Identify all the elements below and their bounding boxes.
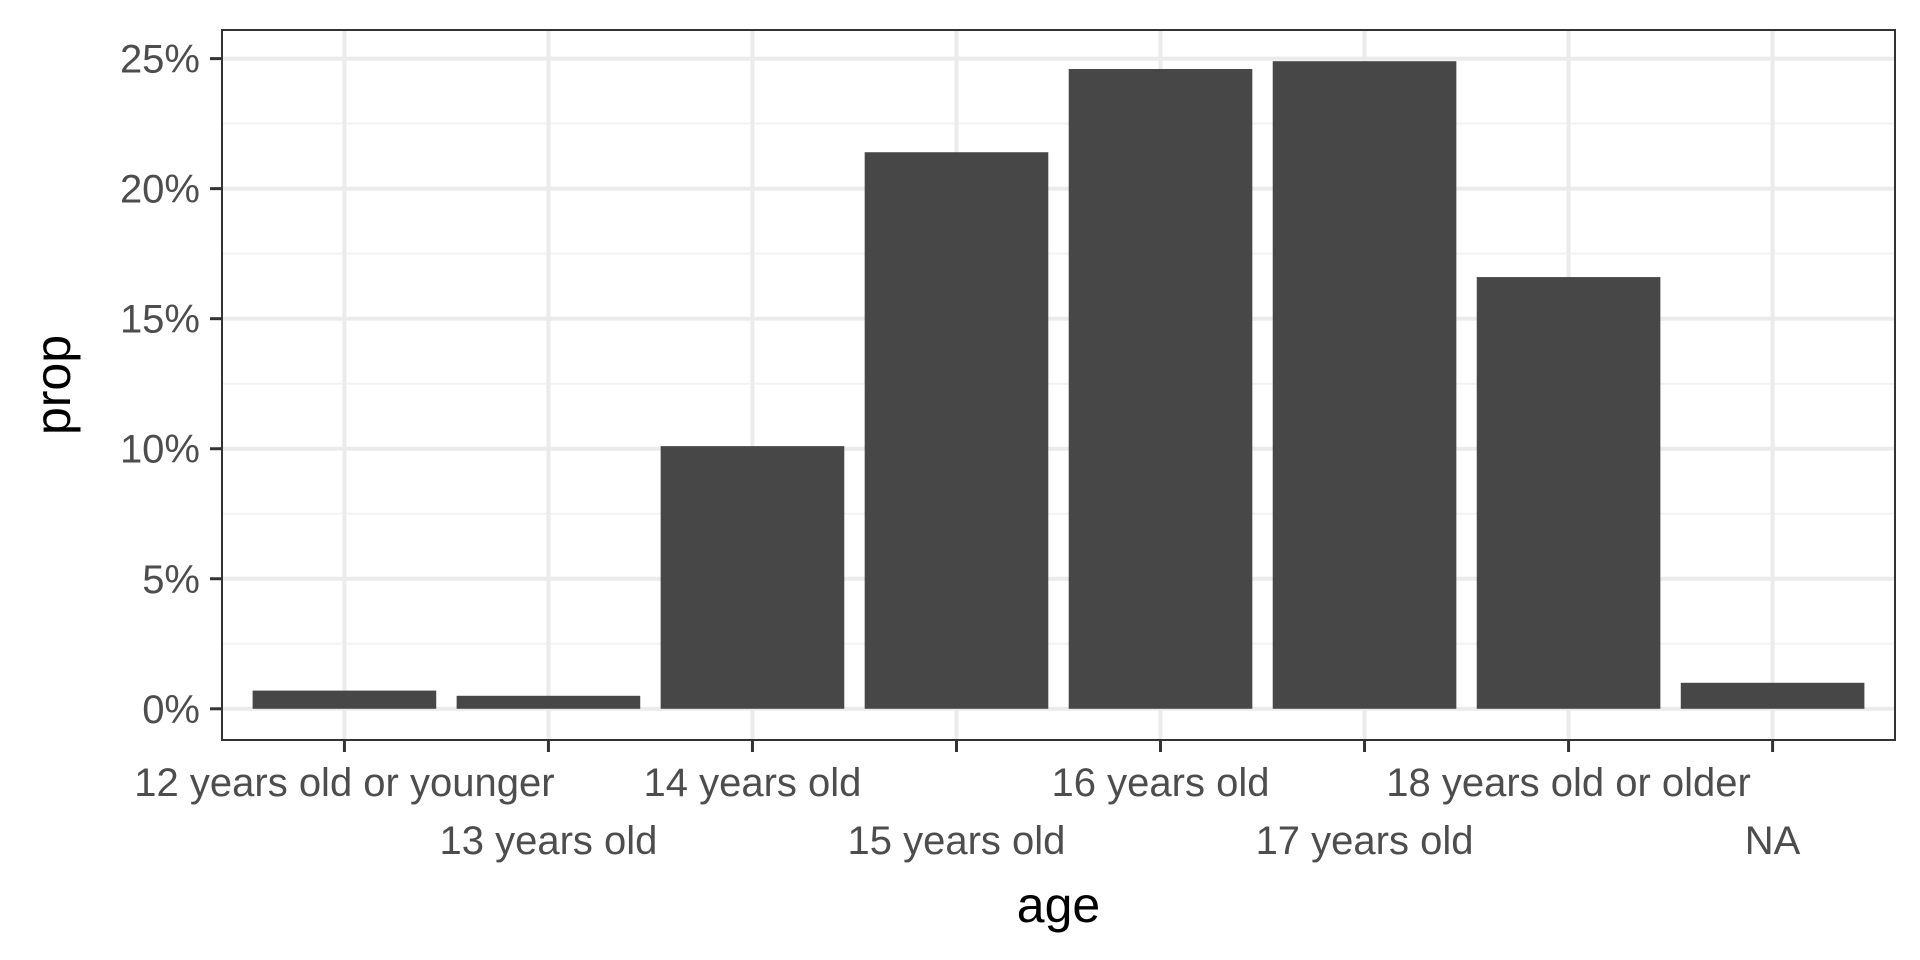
bar <box>456 695 641 709</box>
bar <box>660 446 845 709</box>
x-axis-title: age <box>1017 877 1100 933</box>
bars <box>252 61 1865 709</box>
y-tick-label: 10% <box>120 428 200 472</box>
bar <box>1476 277 1661 709</box>
y-tick-label: 25% <box>120 38 200 82</box>
bar <box>252 690 437 709</box>
bar <box>1272 61 1457 709</box>
x-axis-ticks: 12 years old or younger 13 years old 14 ye… <box>134 740 1801 863</box>
bar <box>1068 69 1253 709</box>
x-tick-label: 12 years old or younger <box>134 761 554 805</box>
panel-border <box>221 29 1896 741</box>
x-tick-label: 18 years old or older <box>1386 761 1751 805</box>
x-tick-label: 15 years old <box>848 819 1066 863</box>
x-tick-label: 16 years old <box>1052 761 1270 805</box>
x-tick-label: NA <box>1745 819 1801 863</box>
bar <box>864 152 1049 709</box>
bar <box>1680 682 1865 709</box>
y-tick-label: 15% <box>120 298 200 342</box>
y-tick-label: 0% <box>142 688 200 732</box>
y-axis-title: prop <box>25 335 81 435</box>
x-tick-label: 13 years old <box>439 819 657 863</box>
x-tick-label: 14 years old <box>644 761 862 805</box>
x-tick-label: 17 years old <box>1256 819 1474 863</box>
y-tick-label: 20% <box>120 168 200 212</box>
y-tick-label: 5% <box>142 558 200 602</box>
y-axis-ticks: 0% 5% 10% 15% 20% 25% <box>120 38 222 732</box>
